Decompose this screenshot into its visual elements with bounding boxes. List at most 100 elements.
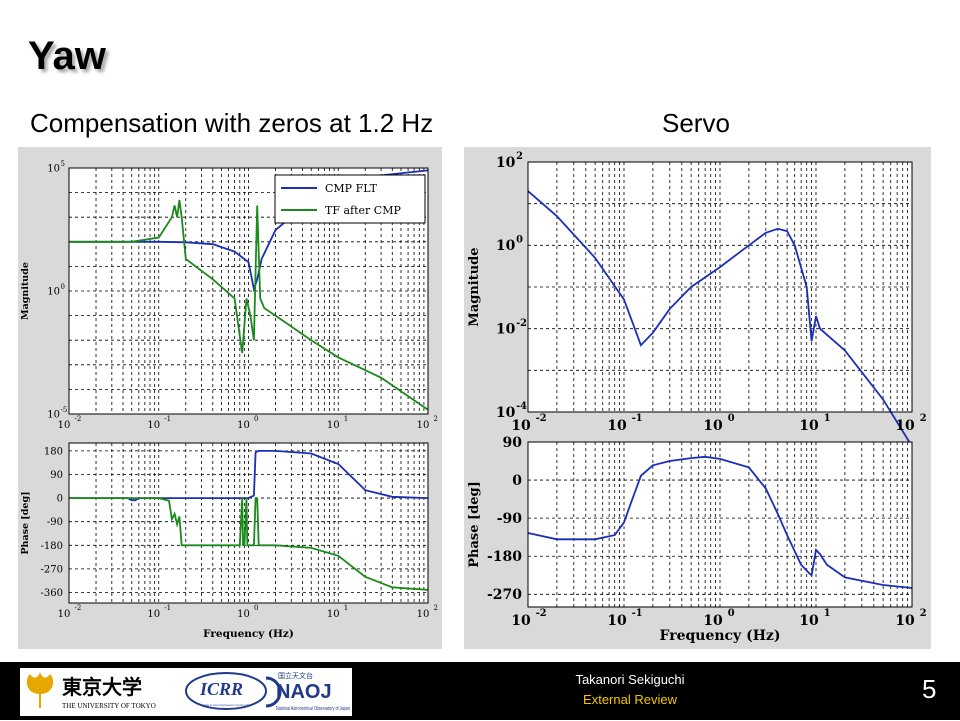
x-tick-exponent: 1 [824, 608, 831, 619]
y-tick-label: -270 [41, 564, 63, 575]
x-tick-exponent: 1 [344, 415, 348, 423]
x-tick-labels: 10 -2 10 -1 10 0 10 1 10 2 [511, 413, 926, 434]
y-tick-exponent: 5 [61, 160, 65, 168]
x-tick-label: 10 [703, 418, 723, 434]
ginkgo-leaf-icon [26, 672, 54, 708]
x-tick-label: 10 [607, 418, 627, 434]
servo-line [527, 455, 913, 589]
y-tick-labels: 180 90 0 -90 -180 -270 -360 [41, 446, 63, 599]
x-tick-label: 10 [237, 609, 250, 620]
servo-subtitle: Servo [662, 108, 730, 138]
y-tick-label: 10 [496, 155, 516, 171]
y-tick-label: 90 [50, 470, 63, 481]
x-axis-label: Frequency (Hz) [203, 628, 294, 640]
y-tick-label: 10 [47, 410, 60, 421]
x-tick-label: 10 [511, 613, 531, 629]
x-tick-label: 10 [895, 418, 915, 434]
x-tick-exponent: 2 [434, 415, 438, 423]
y-tick-exponent: 0 [516, 235, 523, 246]
legend-entry: TF after CMP [325, 204, 401, 217]
x-tick-label: 10 [147, 420, 160, 431]
plot-frame [527, 161, 913, 413]
x-tick-label: 10 [58, 420, 71, 431]
utokyo-kanji: 東京大学 [62, 675, 142, 699]
y-tick-label: 180 [44, 446, 63, 457]
y-tick-label: -90 [497, 511, 523, 527]
y-tick-exponent: -2 [516, 318, 527, 329]
icrr-logo: ICRR Institute for Cosmic Ray Research, … [185, 672, 267, 710]
x-tick-label: 10 [417, 609, 430, 620]
tf-after-cmp-line [69, 199, 429, 411]
plot-frame [527, 441, 913, 608]
x-tick-exponent: 2 [920, 413, 927, 424]
y-tick-label: -180 [487, 549, 522, 565]
y-tick-label: -360 [41, 588, 63, 599]
y-tick-label: -90 [47, 517, 63, 528]
naoj-english: National Astronomical Observatory of Jap… [276, 706, 350, 712]
x-tick-exponent: -2 [536, 608, 547, 619]
footer-subtitle: External Review [583, 692, 677, 707]
servo-phase-plot: 10 -2 10 -1 10 0 10 1 10 2 90 0 -90 -180 -270 Phase [de… [467, 435, 927, 644]
grid-lines [68, 167, 428, 415]
y-tick-exponent: 2 [516, 151, 523, 162]
naoj-text: NAOJ [276, 681, 332, 703]
x-tick-exponent: -1 [632, 413, 643, 424]
x-tick-exponent: -2 [536, 413, 547, 424]
y-tick-label: 0 [57, 494, 63, 505]
y-tick-label: -180 [41, 541, 63, 552]
y-tick-label: 90 [503, 435, 523, 451]
x-tick-exponent: -2 [75, 415, 82, 423]
x-tick-exponent: 1 [344, 604, 348, 612]
x-tick-label: 10 [799, 613, 819, 629]
y-axis-label: Magnitude [467, 247, 482, 326]
x-tick-label: 10 [799, 418, 819, 434]
x-axis-label: Frequency (Hz) [660, 628, 781, 644]
x-tick-exponent: -2 [75, 604, 82, 612]
compensation-phase-plot: 10 -2 10 -1 10 0 10 1 10 2 180 90 0 -90 -180 -270 -360 Ph… [20, 442, 438, 640]
x-tick-exponent: -1 [632, 608, 643, 619]
x-tick-exponent: -1 [164, 415, 171, 423]
y-tick-exponent: 0 [61, 283, 65, 291]
y-tick-label: 10 [47, 164, 60, 175]
footer-author: Takanori Sekiguchi [575, 672, 685, 687]
footer-logos: 東京大学 THE UNIVERSITY OF TOKYO ICRR Instit… [20, 668, 352, 716]
tf-after-cmp-line [69, 497, 429, 591]
y-axis-label: Phase [deg] [20, 491, 31, 554]
naoj-logo: 国立天文台 NAOJ National Astronomical Observa… [265, 671, 350, 712]
x-tick-exponent: 0 [728, 413, 735, 424]
icrr-text: ICRR [199, 679, 243, 699]
x-tick-exponent: 0 [254, 415, 258, 423]
x-tick-label: 10 [237, 420, 250, 431]
x-tick-labels: 10 -2 10 -1 10 0 10 1 10 2 [58, 415, 438, 431]
x-tick-label: 10 [327, 420, 340, 431]
plot-area [528, 442, 912, 607]
utokyo-logo: 東京大学 THE UNIVERSITY OF TOKYO [26, 672, 156, 710]
y-tick-exponent: -5 [61, 406, 68, 414]
servo-line [527, 190, 913, 447]
y-tick-label: 10 [496, 238, 516, 254]
plot-frame [68, 167, 429, 415]
slide-title: Yaw [28, 34, 106, 78]
x-tick-label: 10 [327, 609, 340, 620]
naoj-japanese: 国立天文台 [278, 671, 313, 680]
y-tick-label: 10 [496, 405, 516, 421]
y-tick-label: 10 [496, 322, 516, 338]
page-number: 5 [922, 674, 937, 704]
x-tick-label: 10 [417, 420, 430, 431]
icrr-subtext: Institute for Cosmic Ray Research, Unive… [202, 703, 252, 707]
y-tick-label: 0 [512, 473, 522, 489]
x-tick-labels: 10 -2 10 -1 10 0 10 1 10 2 [511, 608, 926, 629]
x-tick-label: 10 [895, 613, 915, 629]
x-tick-exponent: 2 [434, 604, 438, 612]
x-tick-exponent: 0 [728, 608, 735, 619]
utokyo-english: THE UNIVERSITY OF TOKYO [62, 702, 156, 710]
legend: CMP FLT TF after CMP [274, 174, 426, 224]
grid-lines [68, 443, 428, 603]
x-tick-label: 10 [147, 609, 160, 620]
